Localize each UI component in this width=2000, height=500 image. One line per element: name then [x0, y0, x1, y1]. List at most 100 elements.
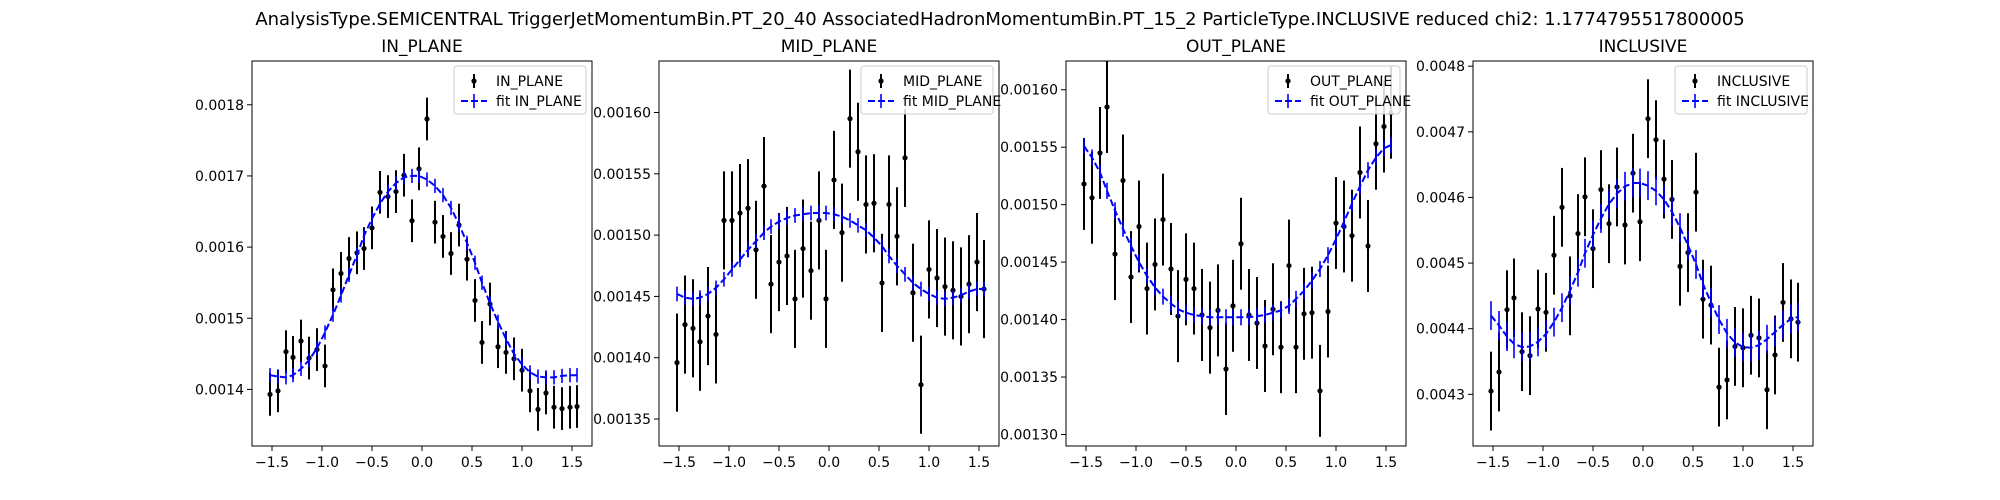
- data-point: [690, 325, 696, 331]
- data-point: [1081, 181, 1087, 187]
- data-point: [432, 219, 438, 225]
- data-point: [776, 259, 782, 265]
- data-point: [409, 218, 415, 224]
- data-point: [855, 149, 861, 155]
- data-point: [503, 349, 509, 356]
- data-point: [369, 225, 375, 231]
- data-point: [1535, 306, 1541, 312]
- x-tick-label: 0.5: [461, 455, 483, 471]
- data-point: [1325, 308, 1331, 315]
- fit-line: [1490, 182, 1799, 349]
- data-point: [910, 290, 916, 296]
- data-point: [918, 382, 924, 388]
- data-point: [682, 322, 688, 328]
- y-tick-label: 0.00155: [1000, 140, 1058, 156]
- data-point: [377, 189, 383, 195]
- data-point: [1317, 388, 1323, 394]
- plot-area: [267, 97, 580, 431]
- x-tick-label: −1.5: [662, 455, 696, 471]
- data-point: [1112, 251, 1118, 257]
- legend-label: MID_PLANE: [903, 74, 982, 90]
- data-point: [551, 404, 557, 410]
- data-point: [974, 259, 980, 265]
- subplot-title: IN_PLANE: [381, 37, 462, 57]
- data-series: [674, 69, 987, 434]
- data-point: [1223, 366, 1229, 372]
- data-point: [753, 247, 759, 253]
- figure-title: AnalysisType.SEMICENTRAL TriggerJetMomen…: [255, 9, 1744, 30]
- data-point: [298, 338, 304, 344]
- x-tick-label: −1.0: [1526, 455, 1560, 471]
- data-point: [847, 116, 853, 122]
- x-tick-label: 1.5: [1782, 455, 1804, 471]
- data-point: [934, 275, 940, 281]
- subplot-inclusive: INCLUSIVE −1.5 −1.0 −0.5 0.0 0.5 1.0 1.5 0.0043 0…: [1416, 37, 1814, 471]
- data-point: [886, 201, 892, 208]
- x-tick-label: 1.0: [1732, 455, 1754, 471]
- data-point: [1168, 266, 1174, 272]
- data-point: [567, 404, 573, 410]
- data-point: [761, 183, 767, 189]
- data-point: [464, 256, 470, 262]
- data-point: [283, 349, 289, 355]
- data-point: [479, 339, 485, 346]
- y-tick-label: 0.0015: [195, 311, 244, 327]
- data-point: [894, 233, 900, 239]
- fit-line: [676, 212, 984, 300]
- data-point: [1089, 195, 1095, 201]
- legend-marker: [1285, 78, 1291, 84]
- data-point: [1207, 325, 1213, 331]
- x-tick-label: −0.5: [1576, 455, 1610, 471]
- x-tick-label: −0.5: [1169, 455, 1203, 471]
- data-point: [942, 284, 948, 290]
- legend-marker: [1692, 78, 1698, 84]
- data-point: [1724, 377, 1730, 383]
- x-tick-label: −1.0: [712, 455, 746, 471]
- data-point: [1373, 141, 1379, 147]
- data-point: [1097, 150, 1103, 156]
- x-tick-label: −1.0: [1119, 455, 1153, 471]
- data-point: [674, 360, 680, 366]
- fit-line: [1083, 143, 1392, 319]
- data-series: [1081, 61, 1394, 437]
- data-point: [1677, 263, 1683, 269]
- data-point: [1144, 285, 1150, 292]
- legend-label: INCLUSIVE: [1717, 74, 1790, 90]
- data-point: [1381, 123, 1387, 130]
- data-point: [1693, 189, 1699, 195]
- data-point: [495, 344, 501, 350]
- data-point: [705, 313, 711, 319]
- y-tick-label: 0.00150: [593, 228, 651, 244]
- data-point: [472, 297, 478, 304]
- data-point: [784, 253, 790, 259]
- y-tick-label: 0.00145: [593, 289, 651, 305]
- legend-label: fit OUT_PLANE: [1310, 94, 1411, 110]
- data-point: [543, 390, 549, 396]
- fit-series: [1083, 136, 1392, 326]
- y-tick-label: 0.0016: [195, 240, 244, 256]
- data-point: [713, 331, 719, 338]
- subplot-in-plane: IN_PLANE −1.5 −1.0 −0.5 0.0 0.5 1.0 1.5 0.0014 0.…: [195, 37, 593, 471]
- y-tick-label: 0.00135: [593, 412, 651, 428]
- data-point: [1575, 230, 1581, 237]
- data-point: [1598, 186, 1604, 193]
- data-point: [559, 406, 565, 412]
- y-tick-label: 0.0018: [195, 98, 244, 114]
- data-point: [1152, 261, 1158, 268]
- data-point: [823, 296, 829, 302]
- data-point: [879, 280, 885, 286]
- x-tick-label: 1.0: [918, 455, 940, 471]
- y-tick-label: 0.00130: [1000, 428, 1058, 444]
- data-point: [792, 296, 798, 302]
- data-point: [1278, 344, 1284, 350]
- fit-series: [269, 168, 578, 385]
- x-tick-label: 0.5: [1682, 455, 1704, 471]
- x-tick-label: 0.0: [1632, 455, 1654, 471]
- x-tick-label: 0.0: [818, 455, 840, 471]
- y-tick-label: 0.00140: [1000, 313, 1058, 329]
- y-tick-label: 0.00145: [1000, 255, 1058, 271]
- data-point: [1496, 369, 1502, 375]
- x-tick-label: −0.5: [355, 455, 389, 471]
- y-tick-label: 0.0047: [1416, 125, 1465, 141]
- data-point: [1365, 243, 1371, 249]
